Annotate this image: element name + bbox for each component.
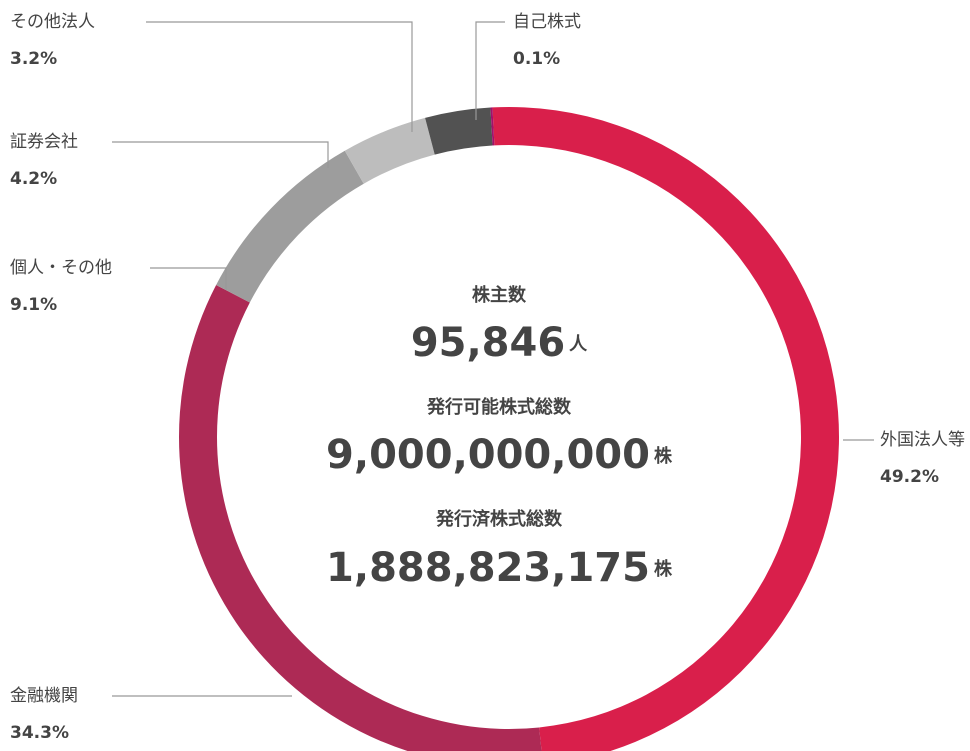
center-value: 9,000,000,000 株 bbox=[326, 432, 673, 478]
center-value: 1,888,823,175 株 bbox=[326, 545, 673, 591]
center-unit: 株 bbox=[654, 558, 673, 580]
center-unit: 株 bbox=[654, 445, 673, 467]
center-number: 95,846 bbox=[411, 320, 565, 366]
leader-line bbox=[475, 21, 505, 120]
leader-line bbox=[146, 21, 413, 132]
donut-segment bbox=[344, 117, 435, 184]
center-number: 1,888,823,175 bbox=[326, 545, 650, 591]
center-value: 95,846 人 bbox=[411, 320, 588, 366]
center-title: 発行可能株式総数 bbox=[426, 396, 572, 418]
value-label: 9.1% bbox=[10, 295, 57, 315]
donut-segment bbox=[179, 284, 542, 751]
leader-line bbox=[112, 141, 329, 168]
center-title: 株主数 bbox=[472, 284, 527, 306]
donut-segment bbox=[425, 107, 493, 155]
value-label: 4.2% bbox=[10, 169, 57, 189]
donut-segment bbox=[216, 150, 364, 303]
donut-segment bbox=[490, 107, 495, 146]
center-title: 発行済株式総数 bbox=[435, 508, 563, 530]
donut-segment bbox=[492, 107, 839, 751]
value-label: 34.3% bbox=[10, 723, 69, 743]
value-label: 3.2% bbox=[10, 49, 57, 69]
category-label: その他法人 bbox=[10, 12, 95, 32]
center-number: 9,000,000,000 bbox=[326, 432, 650, 478]
leader-line bbox=[150, 267, 227, 290]
category-label: 証券会社 bbox=[10, 132, 78, 152]
value-label: 0.1% bbox=[513, 49, 560, 69]
value-label: 49.2% bbox=[880, 467, 939, 487]
category-label: 外国法人等 bbox=[880, 430, 965, 450]
category-label: 金融機関 bbox=[10, 686, 78, 706]
category-label: 自己株式 bbox=[513, 12, 581, 32]
center-unit: 人 bbox=[569, 334, 588, 355]
category-label: 個人・その他 bbox=[10, 258, 112, 278]
